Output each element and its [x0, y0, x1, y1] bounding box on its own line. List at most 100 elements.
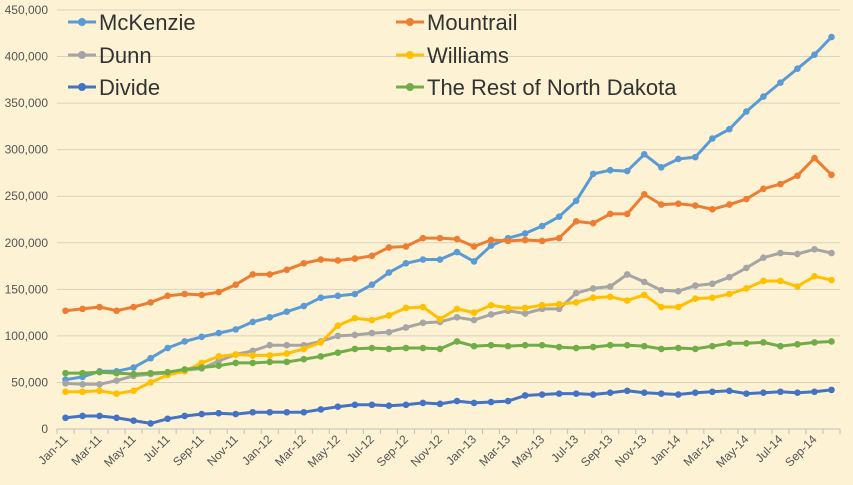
data-point [470, 309, 478, 316]
x-tick-label: Jan-12 [239, 432, 275, 468]
y-tick-label: 0 [41, 422, 48, 436]
data-point [283, 266, 291, 274]
data-point [674, 287, 682, 295]
data-point [232, 326, 240, 333]
data-point [504, 237, 512, 245]
series-mountrail [62, 154, 835, 315]
data-point [368, 401, 376, 409]
x-tick-label: Nov-12 [408, 432, 445, 469]
data-point [113, 414, 120, 422]
data-point [215, 357, 223, 365]
series-williams [62, 272, 835, 397]
data-point [555, 234, 563, 242]
data-point [96, 303, 103, 311]
data-point [589, 343, 597, 351]
data-point [709, 342, 716, 350]
data-point [657, 286, 665, 294]
data-point [777, 249, 784, 257]
data-point [470, 399, 478, 407]
legend-label: Williams [427, 43, 509, 68]
data-point [709, 294, 716, 302]
data-point [164, 368, 171, 376]
data-point [215, 329, 223, 337]
x-tick-label: May-14 [713, 432, 751, 470]
data-point [504, 397, 512, 405]
data-point [640, 191, 648, 198]
data-point [147, 369, 154, 377]
x-tick-label: Jan-13 [443, 432, 479, 468]
data-point [487, 236, 495, 244]
data-point [589, 170, 597, 178]
data-point [385, 328, 393, 336]
data-point [572, 289, 580, 297]
data-point [692, 295, 699, 302]
data-point [589, 219, 597, 227]
data-point [334, 292, 342, 300]
legend-item: Williams [396, 43, 509, 68]
data-point [487, 341, 495, 349]
data-point [606, 283, 614, 290]
series-line [65, 388, 832, 425]
data-point [419, 399, 427, 407]
data-point [419, 344, 427, 352]
data-point [760, 277, 767, 285]
data-point [572, 299, 580, 306]
data-point [385, 244, 393, 251]
x-tick-label: Jul-14 [753, 432, 786, 465]
x-tick-label: Sep-13 [578, 432, 615, 469]
data-point [623, 341, 631, 349]
data-point [640, 389, 648, 396]
data-point [453, 313, 461, 321]
data-point [317, 256, 325, 263]
y-tick-label: 300,000 [5, 143, 49, 157]
x-tick-label: Mar-12 [272, 432, 309, 469]
y-tick-label: 150,000 [5, 282, 49, 296]
data-point [436, 400, 444, 408]
data-point [777, 388, 784, 396]
data-point [283, 341, 291, 349]
data-point [692, 282, 699, 289]
data-point [249, 408, 257, 416]
data-point [79, 388, 86, 396]
data-point [283, 350, 291, 357]
data-point [419, 303, 427, 311]
data-point [538, 391, 546, 398]
x-tick-label: Nov-11 [204, 432, 241, 469]
data-point [419, 234, 427, 242]
data-point [709, 135, 716, 142]
data-point [215, 409, 223, 417]
data-point [470, 316, 478, 324]
data-point [79, 381, 86, 388]
series-divide [62, 386, 835, 427]
data-point [828, 338, 835, 345]
data-point [351, 331, 359, 339]
data-point [777, 277, 784, 285]
legend-swatch-marker [78, 51, 86, 59]
data-point [164, 292, 171, 300]
data-point [555, 390, 563, 397]
data-point [385, 345, 393, 353]
data-point [828, 276, 835, 284]
y-tick-label: 350,000 [5, 96, 49, 110]
data-point [181, 412, 188, 420]
data-point [555, 343, 563, 351]
data-point [743, 340, 750, 347]
data-point [266, 408, 274, 416]
data-point [402, 324, 410, 331]
data-point [368, 329, 376, 337]
data-point [62, 369, 69, 377]
data-point [334, 257, 342, 264]
data-point [606, 389, 614, 396]
data-point [674, 391, 682, 398]
data-point [760, 185, 767, 193]
series-line [65, 35, 833, 382]
legend-swatch-marker [406, 83, 414, 91]
data-point [623, 167, 631, 175]
data-point [300, 302, 308, 310]
data-point [572, 218, 580, 225]
data-point [794, 65, 801, 72]
data-point [113, 307, 120, 315]
data-point [215, 362, 223, 369]
